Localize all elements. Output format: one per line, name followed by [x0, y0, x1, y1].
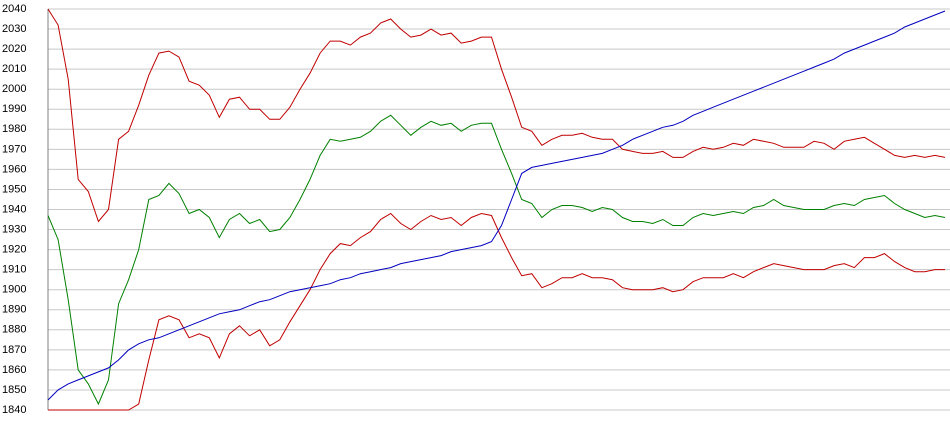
y-tick-label: 1990	[2, 103, 26, 115]
y-tick-label: 1890	[2, 304, 26, 316]
line-series	[47, 8, 946, 223]
y-tick-label: 1860	[2, 364, 26, 376]
y-tick-label: 2040	[2, 3, 26, 15]
y-tick-label: 1980	[2, 123, 26, 135]
line-series	[48, 212, 945, 411]
y-tick-label: 1900	[2, 284, 26, 296]
y-tick-label: 1880	[2, 324, 26, 336]
line-series	[47, 10, 946, 401]
line-series	[47, 114, 946, 406]
y-tick-label: 2010	[2, 63, 26, 75]
y-tick-label: 1970	[2, 143, 26, 155]
y-tick-label: 2030	[2, 23, 26, 35]
y-tick-label: 1940	[2, 203, 26, 215]
y-tick-label: 1840	[2, 404, 26, 416]
y-tick-label: 2020	[2, 43, 26, 55]
y-tick-label: 1870	[2, 344, 26, 356]
y-tick-label: 1950	[2, 183, 26, 195]
y-tick-label: 1930	[2, 223, 26, 235]
y-tick-label: 1960	[2, 163, 26, 175]
y-tick-label: 1920	[2, 244, 26, 256]
y-tick-label: 2000	[2, 83, 26, 95]
y-tick-label: 1910	[2, 264, 26, 276]
y-tick-label: 1850	[2, 384, 26, 396]
